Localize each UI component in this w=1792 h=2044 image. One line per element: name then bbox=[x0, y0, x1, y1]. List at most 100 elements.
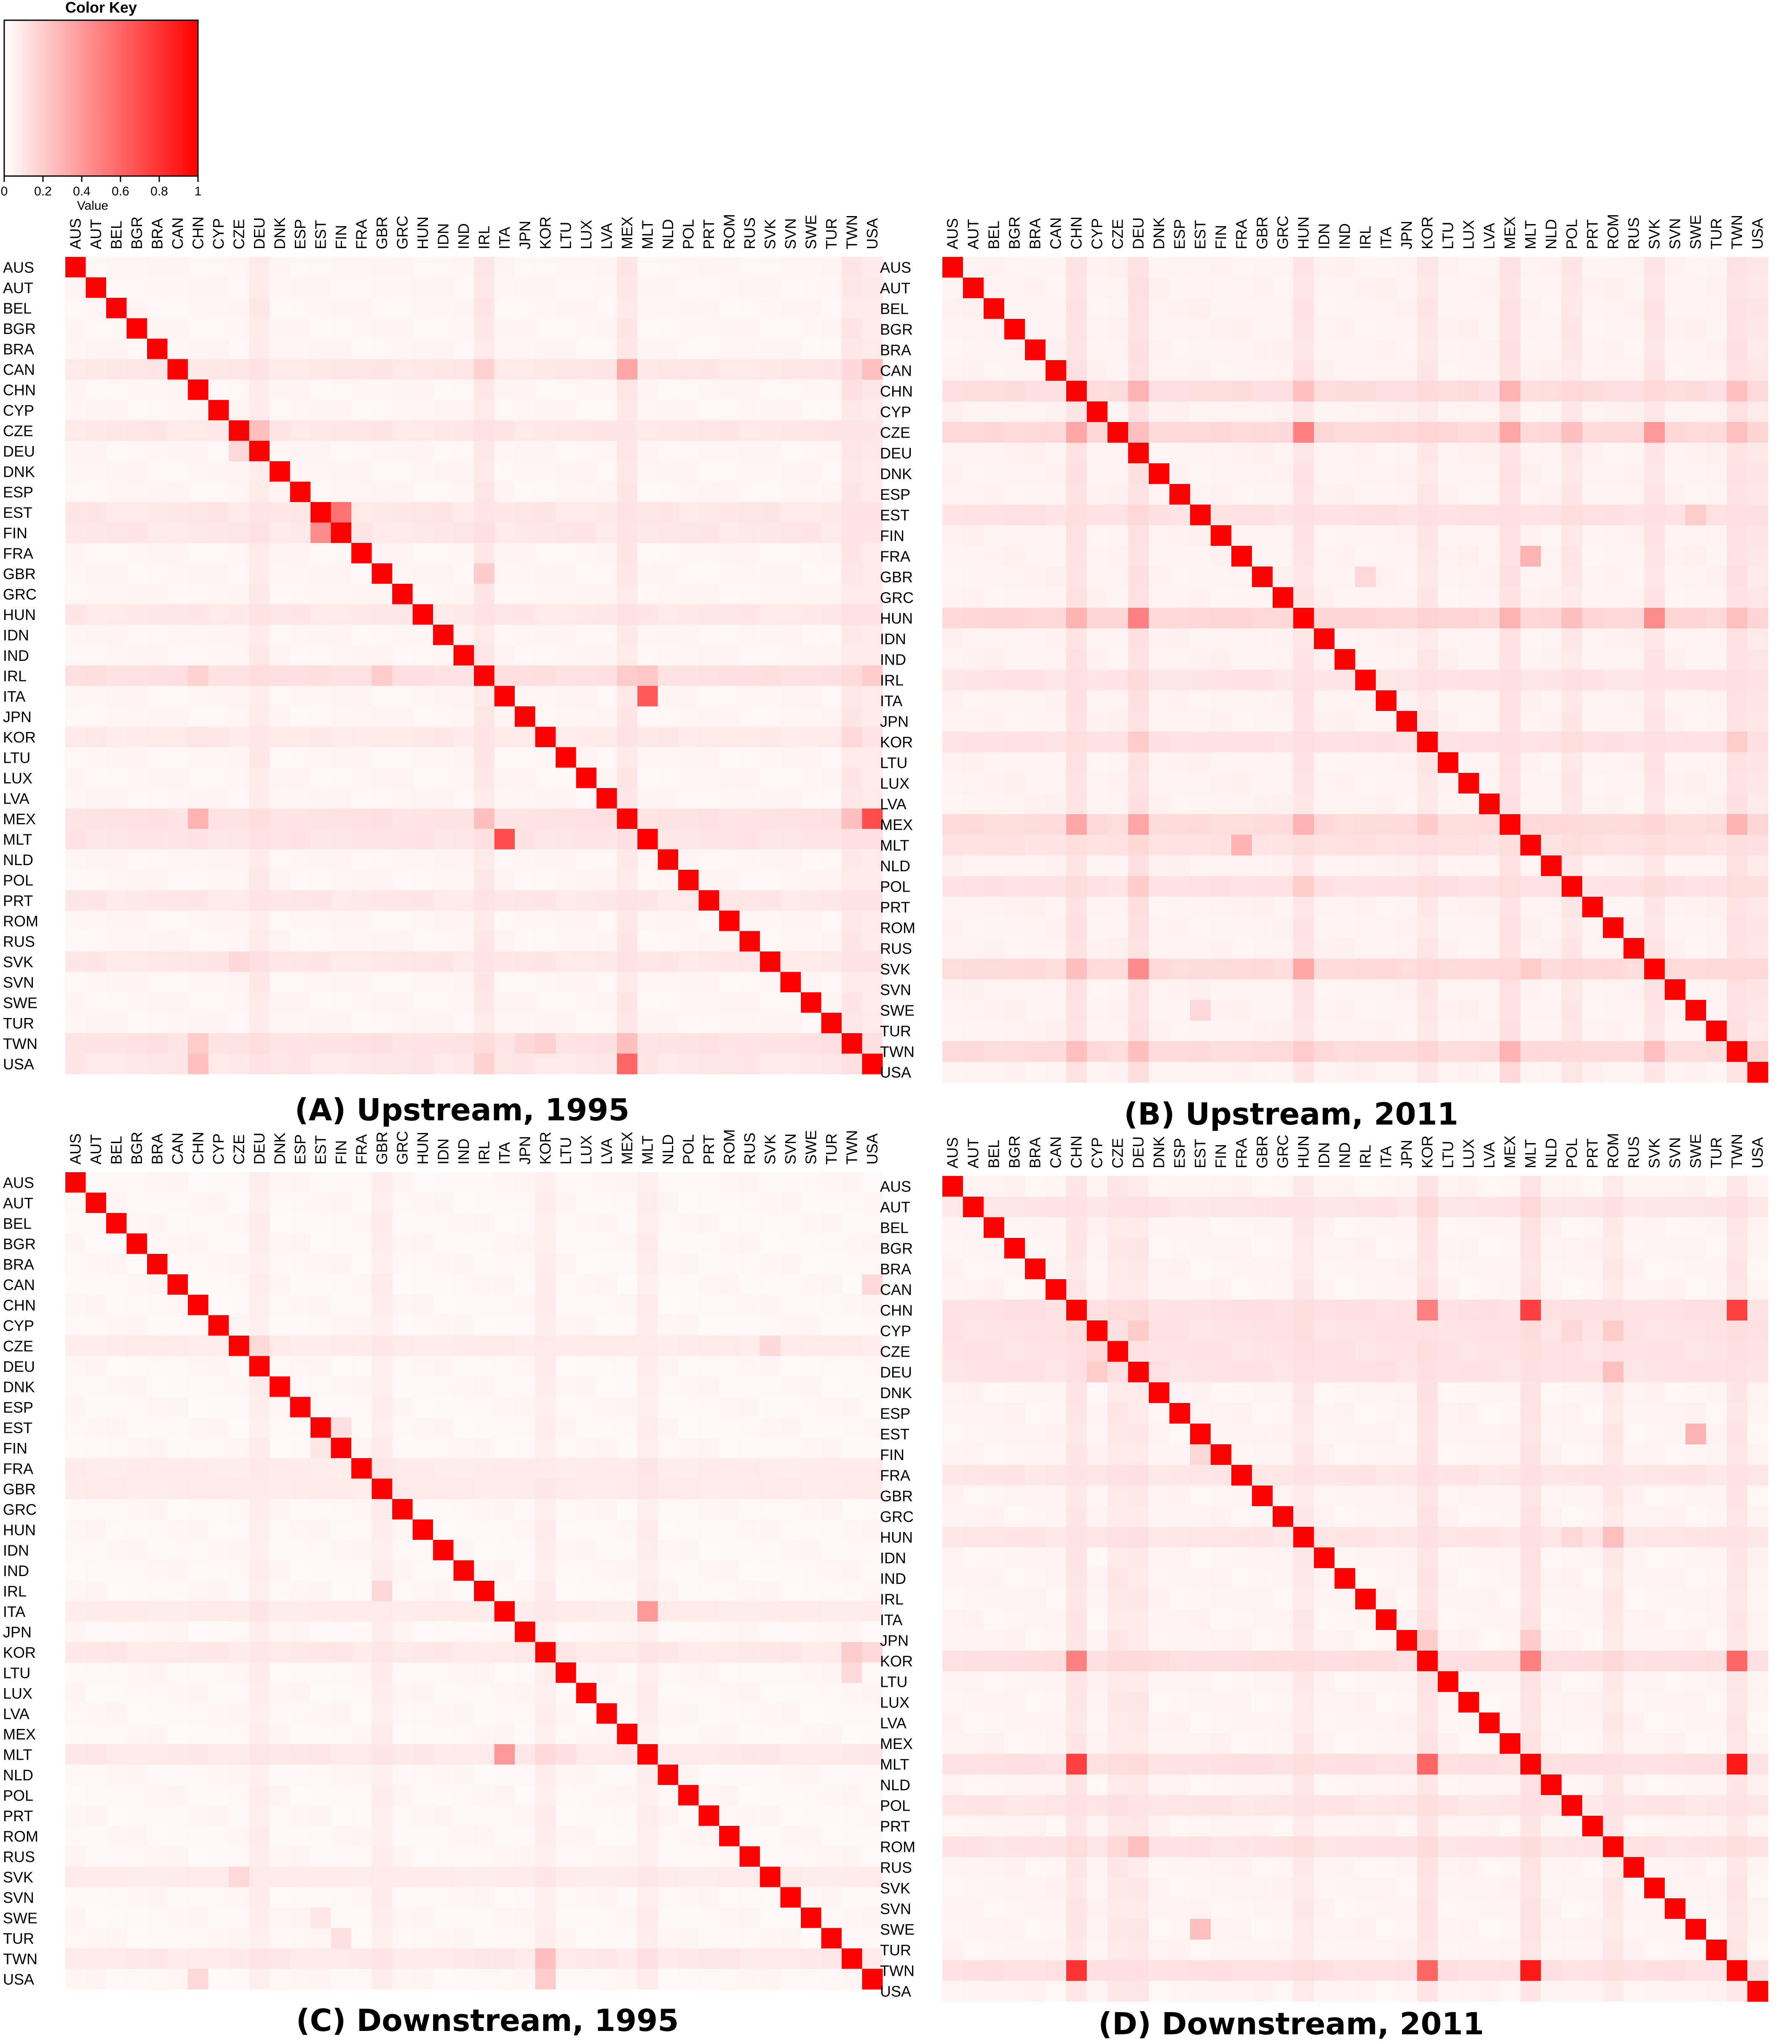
heatmap-cell bbox=[1004, 711, 1025, 732]
heatmap-cell bbox=[963, 566, 984, 588]
heatmap-cell bbox=[229, 1499, 250, 1520]
heatmap-cell bbox=[147, 481, 168, 502]
heatmap-cell bbox=[208, 441, 229, 462]
heatmap-cell bbox=[1727, 649, 1748, 670]
heatmap-cell bbox=[1169, 463, 1190, 484]
heatmap-cell bbox=[821, 522, 842, 543]
heatmap-cell bbox=[942, 979, 963, 1000]
heatmap-cell bbox=[576, 1478, 597, 1499]
heatmap-cell bbox=[372, 1417, 393, 1438]
heatmap-cell bbox=[1706, 814, 1727, 835]
heatmap-cell bbox=[372, 1458, 393, 1479]
heatmap-cell bbox=[719, 563, 740, 584]
heatmap-cell bbox=[760, 1417, 781, 1438]
heatmap-cell bbox=[760, 1458, 781, 1479]
heatmap-cell bbox=[494, 808, 515, 829]
heatmap-cell bbox=[1417, 278, 1438, 299]
heatmap-cell bbox=[821, 584, 842, 605]
heatmap-cell bbox=[963, 855, 984, 876]
heatmap-cell bbox=[167, 992, 188, 1013]
heatmap-cell bbox=[556, 808, 577, 829]
heatmap-cell bbox=[392, 257, 413, 278]
heatmap-cell bbox=[1438, 505, 1459, 526]
heatmap-cell bbox=[984, 608, 1005, 629]
heatmap-cell bbox=[637, 277, 658, 298]
heatmap-cell bbox=[1087, 381, 1108, 402]
heatmap-cell bbox=[1520, 381, 1541, 402]
heatmap-cell bbox=[617, 1356, 638, 1377]
heatmap-cell bbox=[1665, 773, 1686, 794]
heatmap-cell bbox=[1046, 1000, 1067, 1021]
heatmap-cell bbox=[556, 951, 577, 973]
heatmap-cell bbox=[1479, 257, 1500, 278]
heatmap-cell bbox=[637, 1826, 658, 1847]
heatmap-cell bbox=[1066, 979, 1087, 1000]
heatmap-cell bbox=[188, 1887, 209, 1908]
heatmap-cell bbox=[739, 1601, 760, 1622]
heatmap-cell bbox=[290, 1233, 311, 1254]
heatmap-cell bbox=[1665, 794, 1686, 815]
heatmap-cell bbox=[208, 502, 229, 523]
heatmap-cell bbox=[1562, 1041, 1583, 1062]
heatmap-cell bbox=[1438, 525, 1459, 546]
heatmap-cell bbox=[1417, 566, 1438, 588]
heatmap-cell bbox=[739, 1887, 760, 1908]
heatmap-cell bbox=[351, 706, 372, 727]
heatmap-cell bbox=[1025, 1062, 1046, 1083]
heatmap-cell bbox=[760, 747, 781, 768]
heatmap-cell bbox=[433, 870, 454, 891]
heatmap-cell bbox=[1314, 401, 1335, 422]
heatmap-cell bbox=[1004, 732, 1025, 753]
heatmap-cell bbox=[86, 1033, 107, 1054]
heatmap-cell bbox=[392, 1356, 413, 1377]
heatmap-cell bbox=[208, 481, 229, 502]
heatmap-cell bbox=[106, 339, 127, 360]
heatmap-cell bbox=[1293, 608, 1314, 629]
heatmap-cell bbox=[698, 1458, 719, 1479]
heatmap-cell bbox=[1190, 917, 1211, 938]
heatmap-cell bbox=[1727, 711, 1748, 732]
heatmap-cell bbox=[1252, 959, 1273, 980]
heatmap-cell bbox=[372, 1785, 393, 1806]
heatmap-cell bbox=[270, 318, 291, 339]
heatmap-cell bbox=[86, 706, 107, 727]
heatmap-cell bbox=[658, 1053, 679, 1074]
heatmap-cell bbox=[494, 1013, 515, 1034]
heatmap-cell bbox=[1314, 339, 1335, 361]
heatmap-cell bbox=[433, 1336, 454, 1357]
heatmap-cell bbox=[617, 686, 638, 707]
heatmap-cell bbox=[351, 1478, 372, 1499]
heatmap-cell bbox=[1727, 876, 1748, 897]
heatmap-cell bbox=[1396, 525, 1418, 546]
heatmap-cell bbox=[290, 461, 311, 482]
heatmap-cell bbox=[1500, 814, 1521, 835]
heatmap-cell bbox=[1355, 1041, 1376, 1062]
heatmap-cell bbox=[126, 1642, 147, 1663]
heatmap-cell bbox=[1623, 814, 1645, 835]
heatmap-cell bbox=[637, 298, 658, 319]
heatmap-cell bbox=[617, 543, 638, 564]
heatmap-cell bbox=[65, 318, 86, 339]
heatmap-cell bbox=[453, 992, 474, 1013]
heatmap-cell bbox=[1541, 711, 1562, 732]
heatmap-cell bbox=[760, 1622, 781, 1643]
heatmap-cell bbox=[249, 1274, 270, 1295]
row-label: DEU bbox=[3, 443, 35, 460]
heatmap-cell bbox=[372, 931, 393, 952]
heatmap-cell bbox=[167, 1192, 188, 1213]
heatmap-cell bbox=[801, 1764, 822, 1785]
heatmap-cell bbox=[617, 1723, 638, 1745]
row-label: TWN bbox=[3, 1035, 37, 1052]
heatmap-cell bbox=[719, 1969, 740, 1990]
heatmap-cell bbox=[821, 1887, 842, 1908]
heatmap-cell bbox=[229, 461, 250, 482]
heatmap-cell bbox=[331, 257, 352, 278]
heatmap-cell bbox=[270, 747, 291, 768]
heatmap-cell bbox=[739, 951, 760, 973]
heatmap-cell bbox=[1314, 855, 1335, 876]
heatmap-cell bbox=[453, 665, 474, 687]
heatmap-cell bbox=[698, 1785, 719, 1806]
heatmap-cell bbox=[1128, 773, 1149, 794]
heatmap-cell bbox=[1706, 339, 1727, 361]
heatmap-cell bbox=[188, 359, 209, 380]
